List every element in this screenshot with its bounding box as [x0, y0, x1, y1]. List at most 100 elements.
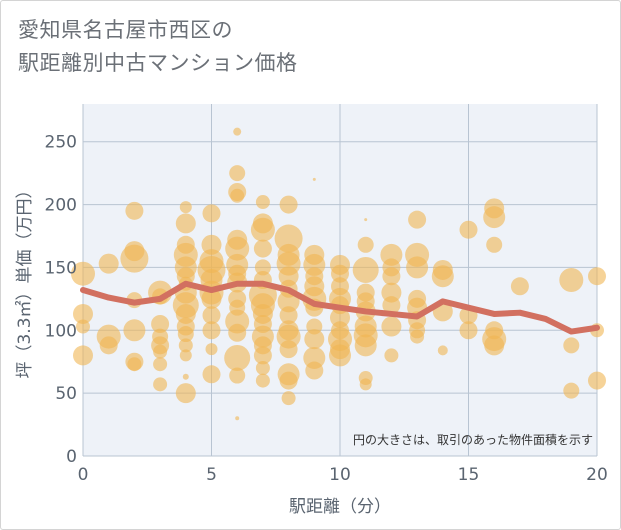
bubble-point — [127, 357, 142, 372]
bubble-point — [202, 204, 221, 223]
bubble-point — [255, 361, 270, 375]
bubble-point — [178, 338, 193, 353]
bubble-point — [153, 357, 168, 372]
bubble-point — [563, 382, 580, 399]
bubble-point — [76, 319, 90, 334]
bubble-point — [381, 316, 402, 337]
bubble-point — [151, 315, 170, 333]
chart-title: 愛知県名古屋市西区の 駅距離別中古マンション価格 — [18, 14, 298, 80]
title-line-2: 駅距離別中古マンション価格 — [18, 51, 298, 75]
bubble-point — [98, 253, 119, 274]
bubble-point — [408, 210, 427, 229]
bubble-point — [235, 416, 240, 421]
y-tick-label: 250 — [45, 133, 77, 153]
bubble-point — [331, 264, 349, 283]
bubble-point — [73, 345, 93, 366]
bubble-point — [153, 377, 168, 392]
bubble-point — [381, 282, 402, 303]
y-tick-label: 200 — [45, 196, 77, 216]
title-line-1: 愛知県名古屋市西区の — [18, 18, 233, 42]
size-note: 円の大きさは、取引のあった物件面積を示す — [353, 432, 593, 447]
bubble-point — [233, 127, 242, 136]
bubble-point — [228, 323, 247, 342]
bubble-point — [304, 329, 325, 350]
bubble-point — [354, 334, 377, 357]
bubble-point — [408, 289, 427, 308]
x-axis-ticks: 0 5 10 15 20 — [78, 465, 608, 485]
bubble-point — [229, 367, 246, 384]
bubble-point — [588, 371, 606, 390]
bubble-point — [182, 373, 189, 380]
x-tick-label: 15 — [458, 465, 480, 485]
x-axis-title: 駅距離（分） — [289, 497, 391, 517]
bubble-point — [312, 177, 316, 181]
bubble-point — [279, 371, 298, 390]
bubble-point — [277, 243, 300, 266]
bubble-point — [153, 344, 168, 359]
bubble-point — [175, 303, 196, 324]
bubble-point — [252, 213, 273, 234]
bubble-point — [202, 321, 221, 340]
trend-line — [80, 280, 600, 335]
bubble-point — [278, 320, 299, 341]
bubble-point — [331, 277, 349, 296]
bubble-point — [364, 218, 368, 222]
bubble-point — [228, 264, 247, 283]
bubble-point — [253, 346, 272, 365]
bubble-point — [559, 268, 584, 292]
bubble-point — [459, 321, 478, 340]
y-axis-ticks: 0 50 100 150 200 250 — [45, 133, 77, 467]
bubble-point — [199, 249, 224, 274]
bubble-point — [356, 292, 375, 311]
bubble-point — [305, 361, 324, 380]
bubble-point — [330, 339, 350, 360]
bubble-point — [486, 236, 503, 253]
bubble-point — [484, 335, 505, 356]
bubble-point — [255, 373, 270, 388]
bubble-point — [227, 229, 248, 250]
bubble-point — [563, 337, 580, 354]
y-tick-label: 0 — [66, 447, 77, 467]
bubble-point — [384, 348, 399, 363]
bubble-point — [459, 220, 478, 239]
bubble-point — [124, 241, 145, 262]
bubble-point — [177, 326, 194, 343]
y-tick-label: 150 — [45, 258, 77, 278]
bubble-point — [410, 329, 425, 344]
bubble-point — [201, 288, 222, 309]
bubble-point — [406, 256, 429, 279]
bubble-point — [279, 306, 298, 325]
y-axis-title: 坪（3.3㎡）単価（万円） — [15, 181, 35, 378]
bubble-point — [176, 235, 195, 254]
bubble-point — [253, 315, 272, 333]
bubble-point — [382, 267, 401, 286]
bubble-point — [352, 256, 379, 283]
bubble-point — [330, 307, 350, 328]
bubble-point — [432, 259, 453, 280]
bubble-point — [331, 321, 349, 340]
bubble-point — [305, 267, 324, 286]
bubble-point — [123, 319, 146, 342]
bubble-point — [306, 318, 323, 335]
bubble-point — [175, 213, 196, 234]
bubble-point — [179, 201, 192, 214]
bubble-point — [279, 195, 298, 214]
bubble-point — [485, 321, 504, 340]
bubble-point — [179, 349, 192, 362]
x-tick-label: 5 — [206, 465, 217, 485]
y-tick-label: 100 — [45, 321, 77, 341]
bubble-point — [200, 269, 223, 291]
bubble-point — [484, 198, 505, 219]
bubble-point — [279, 340, 298, 359]
bubble-point — [274, 224, 303, 253]
bubble-point — [175, 383, 196, 404]
bubble-point — [230, 188, 245, 203]
bubble-point — [437, 345, 448, 356]
bubble-point — [152, 328, 169, 345]
bubble-point — [99, 336, 118, 355]
y-tick-label: 50 — [55, 384, 77, 404]
x-tick-label: 0 — [78, 465, 89, 485]
bubble-point — [278, 266, 299, 287]
bubble-point — [255, 195, 270, 210]
